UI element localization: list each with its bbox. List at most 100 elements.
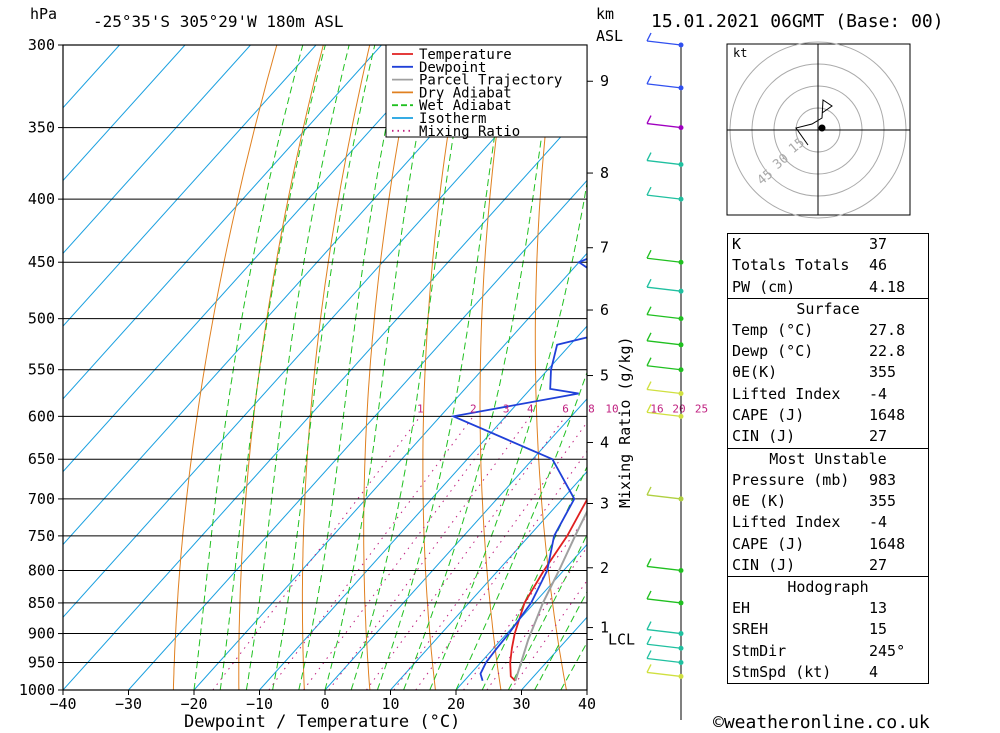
hodograph-stat-value: 245° — [869, 641, 906, 660]
dry-adiabat-line — [238, 45, 324, 690]
wind-barb-feather — [646, 357, 652, 367]
surface-value: 1648 — [869, 406, 906, 425]
index-value: 37 — [869, 235, 888, 253]
height-tick-label: 2 — [600, 559, 609, 577]
index-row: K 37 — [728, 234, 928, 255]
surface-label: Temp (°C) — [732, 320, 814, 339]
mixing-ratio-label: 2 — [470, 402, 477, 415]
wet-adiabat-line — [193, 45, 304, 690]
legend-box — [385, 44, 588, 138]
km-label: km — [596, 5, 614, 23]
surface-row: Dewp (°C) 22.8 — [728, 341, 928, 362]
index-value: 46 — [869, 256, 888, 275]
hodograph-stat-label: SREH — [732, 620, 769, 639]
most-unstable-label: Lifted Index — [732, 513, 841, 532]
wet-adiabat-line — [324, 45, 435, 690]
copyright-footer: ©weatheronline.co.uk — [713, 712, 930, 733]
surface-row: CAPE (J) 1648 — [728, 405, 928, 426]
wind-level-dot — [678, 316, 684, 322]
wind-level-dot — [678, 288, 684, 294]
mixing-ratio-label: 3 — [503, 402, 510, 415]
dry-adiabat-line — [172, 45, 278, 690]
isotherm-line — [63, 45, 579, 618]
legend-label: Dry Adiabat — [419, 85, 512, 101]
temperature-tick-label: −30 — [115, 695, 142, 713]
wind-barb-feather — [646, 590, 652, 600]
dewpoint-line — [450, 257, 587, 682]
pressure-tick-label: 950 — [28, 654, 55, 672]
most-unstable-section: Most Unstable Pressure (mb) 983 θE (K) 355 L… — [728, 447, 928, 576]
wind-barb — [646, 159, 682, 166]
wind-barb-feather — [646, 558, 652, 567]
wind-barb — [646, 314, 682, 320]
pressure-tick-label: 600 — [28, 407, 55, 425]
mixing-ratio-line — [328, 416, 531, 690]
wind-level-dot — [678, 673, 684, 679]
dry-adiabat-line — [363, 45, 417, 690]
legend-label: Isotherm — [419, 111, 486, 127]
temperature-tick-label: 20 — [447, 695, 465, 713]
legend-label: Mixing Ratio — [419, 124, 520, 140]
wet-adiabat-line — [350, 45, 470, 690]
most-unstable-row: θE (K) 355 — [728, 491, 928, 512]
hodograph-stat-row: EH 13 — [728, 598, 928, 619]
pressure-tick-label: 1000 — [19, 681, 55, 699]
wind-barb — [646, 657, 682, 664]
most-unstable-value: 1648 — [869, 534, 906, 553]
temperature-tick-label: 40 — [578, 695, 596, 713]
mixing-ratio-label: 16 — [650, 402, 663, 415]
wind-barb — [646, 286, 682, 292]
temperature-line — [509, 497, 587, 682]
most-unstable-row: Pressure (mb) 983 — [728, 470, 928, 491]
wind-level-dot — [678, 42, 684, 48]
wind-barb — [646, 628, 682, 635]
mixing-ratio-line — [268, 416, 474, 690]
mixing-ratio-label: 1 — [417, 402, 424, 415]
pressure-tick-label: 400 — [28, 190, 55, 208]
most-unstable-value: 27 — [869, 555, 888, 574]
wind-barb — [646, 411, 682, 417]
most-unstable-value: 983 — [869, 470, 897, 489]
wind-barb — [646, 565, 682, 572]
wind-level-dot — [678, 600, 684, 606]
wet-adiabat-line — [429, 180, 587, 690]
hodograph-stat-label: EH — [732, 599, 751, 618]
pressure-tick-label: 800 — [28, 561, 55, 579]
wind-barb-feather — [646, 32, 652, 42]
plot-background — [63, 45, 587, 690]
isotherm-line — [63, 45, 317, 327]
x-axis-title: Dewpoint / Temperature (°C) — [184, 712, 460, 732]
index-row: Totals Totals 46 — [728, 255, 928, 276]
wind-level-dot — [678, 391, 684, 397]
lcl-label: LCL — [608, 630, 635, 648]
hodograph-unit: kt — [733, 46, 747, 60]
surface-label: CAPE (J) — [732, 406, 805, 425]
most-unstable-label: CIN (J) — [732, 555, 796, 574]
wind-barb — [646, 122, 682, 129]
wind-barb-feather — [646, 404, 652, 413]
wind-barb — [646, 671, 682, 678]
height-tick-label: 3 — [600, 494, 609, 512]
legend-label: Parcel Trajectory — [419, 73, 562, 89]
wet-adiabat-line — [245, 45, 350, 690]
dry-adiabat-line — [479, 45, 510, 690]
wind-level-dot — [678, 196, 684, 202]
mixing-ratio-line — [415, 450, 587, 690]
wind-barb-feather — [646, 278, 652, 288]
most-unstable-row: Lifted Index -4 — [728, 512, 928, 533]
index-value: 4.18 — [869, 277, 906, 296]
wind-level-dot — [678, 85, 684, 91]
wind-barb-feather — [646, 650, 652, 659]
mixing-ratio-label: 10 — [605, 402, 618, 415]
hodograph-stat-row: SREH 15 — [728, 619, 928, 640]
most-unstable-label: Pressure (mb) — [732, 470, 850, 489]
dry-adiabat-line — [301, 45, 371, 690]
wind-barb — [646, 194, 682, 200]
wet-adiabat-line — [376, 45, 510, 690]
wind-barb-feather — [646, 381, 652, 390]
hodograph-stat-label: StmSpd (kt) — [732, 663, 832, 682]
mixing-ratio-line — [303, 416, 507, 690]
isotherm-line — [128, 179, 587, 690]
height-tick-label: 9 — [600, 72, 609, 90]
